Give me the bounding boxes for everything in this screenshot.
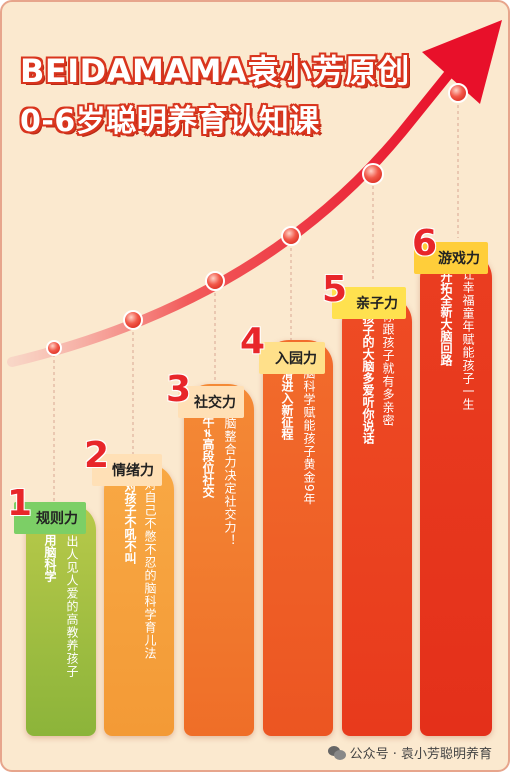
bar-step-3: 社牛≠高段位社交 大脑整合力决定社交力！ (184, 384, 254, 736)
title-line-1: BEIDAMAMA袁小芳原创 (20, 52, 410, 90)
step-4-description: 用脑科学赋能孩子黄金9年 (302, 354, 316, 506)
curve-dot (281, 226, 301, 246)
footer-watermark: 公众号 · 袁小芳聪明养育 (327, 743, 492, 762)
step-5-description: 你跟孩子就有多亲密 (381, 310, 395, 427)
step-1-number: 1 (7, 483, 33, 524)
step-3-label: 社交力 (178, 386, 244, 418)
step-6-highlight: 开拓全新大脑回路 (439, 270, 453, 366)
step-2-label: 情绪力 (92, 454, 162, 486)
step-3-label-text: 社交力 (194, 395, 236, 411)
step-3-description: 大脑整合力决定社交力！ (223, 404, 237, 547)
step-1-label: 规则力 (14, 502, 86, 534)
curve-dot (362, 163, 384, 185)
step-2-label-text: 情绪力 (112, 463, 154, 479)
footer-text: 公众号 · 袁小芳聪明养育 (349, 747, 492, 762)
step-2-description: 对自己不憋不忍的脑科学育儿法 (143, 478, 157, 660)
step-6-label: 游戏力 (414, 242, 488, 274)
step-6-label-text: 游戏力 (438, 251, 480, 267)
wechat-icon (327, 745, 346, 760)
title-line-2: 0-6岁聪明养育认知课 (20, 104, 320, 139)
step-2-number: 2 (84, 435, 110, 476)
step-3-number: 3 (166, 369, 192, 410)
step-5-number: 5 (322, 269, 348, 310)
step-5-label: 亲子力 (332, 287, 406, 319)
step-3-highlight: 社牛≠高段位社交 (201, 404, 215, 499)
step-1-label-text: 规则力 (36, 511, 78, 527)
bar-step-5: 孩子的大脑多爱听你说话 你跟孩子就有多亲密 (342, 296, 412, 736)
step-1-description: 宠出人见人爱的高教养孩子 (65, 522, 79, 678)
step-5-highlight: 孩子的大脑多爱听你说话 (361, 312, 375, 444)
curve-dot (205, 271, 225, 291)
step-2-highlight: 对孩子不吼不叫 (123, 480, 137, 564)
step-4-highlight: 丝滑进入新征程 (280, 356, 294, 440)
bar-step-4: 丝滑进入新征程 用脑科学赋能孩子黄金9年 (263, 340, 333, 736)
step-6-number: 6 (412, 223, 438, 264)
step-4-label-text: 入园力 (275, 351, 317, 367)
step-4-label: 入园力 (259, 342, 325, 374)
bar-step-2: 对孩子不吼不叫 对自己不憋不忍的脑科学育儿法 (104, 464, 174, 736)
step-4-number: 4 (240, 321, 266, 362)
bar-step-1: 巧用脑科学 宠出人见人爱的高教养孩子 (26, 504, 96, 736)
step-5-label-text: 亲子力 (356, 296, 398, 312)
curve-dot (448, 83, 468, 103)
step-6-description: 让幸福童年赋能孩子一生 (461, 268, 475, 411)
curve-dot (123, 310, 143, 330)
step-1-highlight: 巧用脑科学 (43, 522, 57, 582)
curve-dot (46, 340, 62, 356)
bar-step-6: 开拓全新大脑回路 让幸福童年赋能孩子一生 (420, 252, 492, 736)
arrow-head-icon (422, 20, 502, 104)
